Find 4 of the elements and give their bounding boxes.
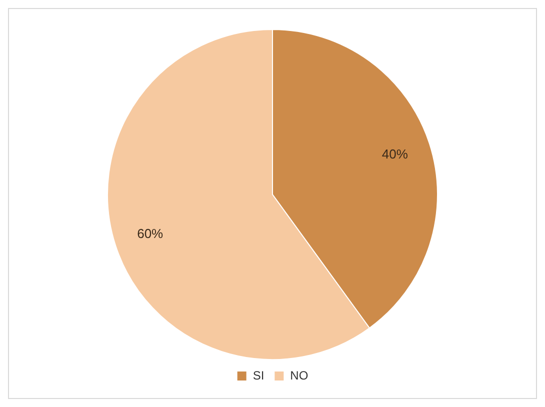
- legend-label: SI: [252, 368, 264, 382]
- data-label: 60%: [137, 226, 164, 241]
- legend-label: NO: [290, 368, 308, 382]
- data-label: 40%: [382, 146, 408, 162]
